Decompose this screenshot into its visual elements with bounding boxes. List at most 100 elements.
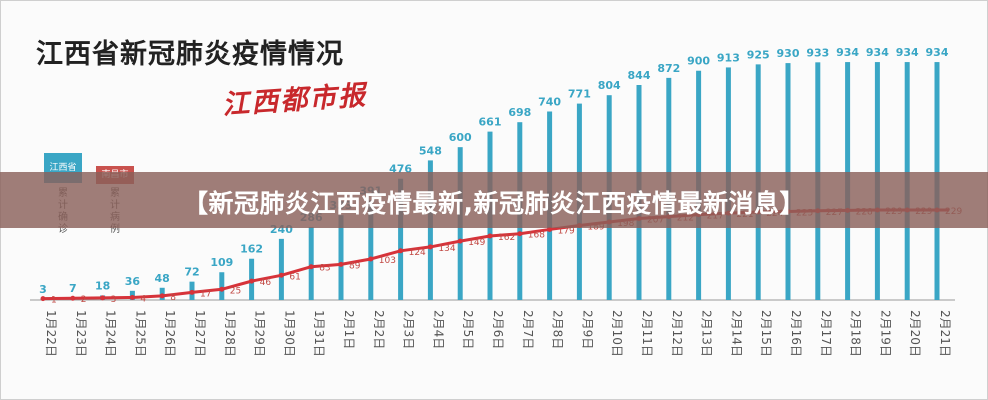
bar-value-label: 934	[866, 46, 889, 59]
x-tick-label: 1月27日	[193, 310, 207, 357]
bar	[338, 215, 344, 300]
line-point	[40, 296, 46, 302]
bar-value-label: 3	[39, 283, 47, 296]
x-tick-label: 2月3日	[402, 310, 416, 349]
chart-title: 江西省新冠肺炎疫情情况	[36, 39, 344, 70]
x-tick-label: 1月25日	[133, 310, 147, 357]
line-value-label: 46	[260, 278, 272, 288]
x-tick-label: 2月7日	[521, 310, 535, 349]
line-value-label: 4	[140, 294, 146, 304]
x-tick-label: 2月2日	[372, 310, 386, 349]
bar	[427, 160, 433, 300]
bar-value-label: 661	[479, 116, 502, 129]
x-tick-label: 2月16日	[789, 310, 803, 357]
x-tick-label: 2月12日	[670, 310, 684, 357]
line-point	[70, 295, 76, 301]
bar-value-label: 600	[449, 131, 472, 144]
x-tick-label: 2月17日	[819, 310, 833, 357]
line-value-label: 17	[200, 289, 211, 299]
bar-value-label: 930	[777, 47, 800, 60]
bar-value-label: 913	[717, 51, 740, 64]
x-tick-label: 2月19日	[878, 310, 892, 357]
line-value-label: 149	[468, 238, 485, 248]
x-tick-label: 2月18日	[849, 310, 863, 357]
x-tick-label: 2月6日	[491, 310, 505, 349]
line-point	[308, 264, 314, 270]
line-value-label: 8	[170, 293, 176, 303]
bar-value-label: 548	[419, 144, 442, 157]
bar-value-label: 934	[926, 46, 949, 59]
x-tick-label: 1月26日	[163, 310, 177, 357]
headline-banner-text: 【新冠肺炎江西疫情最新,新冠肺炎江西疫情最新消息】	[183, 189, 805, 218]
line-point	[517, 231, 523, 237]
line-value-label: 103	[379, 256, 396, 266]
line-point	[398, 248, 404, 254]
line-value-label: 25	[230, 286, 241, 296]
bar-value-label: 7	[69, 282, 77, 295]
x-tick-label: 1月23日	[74, 310, 88, 357]
bar-value-label: 72	[184, 266, 199, 279]
x-tick-label: 2月20日	[908, 310, 922, 357]
line-point	[189, 289, 195, 295]
line-value-label: 162	[498, 233, 515, 243]
line-value-label: 89	[349, 261, 361, 271]
line-point	[129, 294, 135, 300]
bar-value-label: 934	[836, 46, 859, 59]
x-tick-label: 2月10日	[610, 310, 624, 357]
line-value-label: 3	[111, 295, 117, 305]
line-point	[219, 286, 225, 292]
x-tick-label: 2月13日	[700, 310, 714, 357]
bar-value-label: 844	[628, 69, 651, 82]
bar	[219, 272, 225, 300]
line-value-label: 168	[528, 231, 545, 241]
line-point	[547, 226, 553, 232]
bar-value-label: 872	[657, 62, 680, 75]
x-tick-label: 2月4日	[431, 310, 445, 349]
line-point	[159, 293, 165, 299]
bar-value-label: 900	[687, 55, 710, 68]
bar	[278, 238, 284, 300]
x-tick-label: 1月22日	[44, 310, 58, 357]
bar-value-label: 804	[598, 79, 621, 92]
bar-value-label: 740	[538, 95, 561, 108]
x-tick-label: 2月1日	[342, 310, 356, 349]
bar-value-label: 933	[806, 46, 829, 59]
line-point	[487, 233, 493, 239]
x-tick-label: 1月31日	[312, 310, 326, 357]
line-point	[338, 261, 344, 267]
bar	[308, 227, 314, 300]
x-tick-label: 2月9日	[580, 310, 594, 349]
bar-value-label: 18	[95, 279, 110, 292]
line-point	[368, 256, 374, 262]
bar-value-label: 162	[240, 243, 263, 256]
line-point	[278, 272, 284, 278]
bar-value-label: 36	[125, 275, 141, 288]
line-value-label: 2	[81, 295, 87, 305]
line-value-label: 124	[409, 248, 426, 258]
x-tick-label: 2月14日	[729, 310, 743, 357]
line-value-label: 61	[289, 272, 300, 282]
x-tick-label: 2月8日	[551, 310, 565, 349]
bar-value-label: 698	[508, 106, 531, 119]
bar-value-label: 109	[210, 256, 233, 269]
x-tick-label: 1月29日	[253, 310, 267, 357]
line-point	[427, 244, 433, 250]
bar	[398, 178, 404, 300]
x-tick-label: 2月15日	[759, 310, 773, 357]
line-value-label: 179	[558, 226, 575, 236]
bar-value-label: 771	[568, 88, 591, 101]
x-tick-label: 2月11日	[640, 310, 654, 357]
x-tick-label: 1月24日	[104, 310, 118, 357]
bar-value-label: 48	[155, 272, 170, 285]
x-tick-label: 2月21日	[938, 310, 952, 357]
bar-value-label: 925	[747, 48, 770, 61]
bar	[368, 200, 374, 300]
headline-banner: 【新冠肺炎江西疫情最新,新冠肺炎江西疫情最新消息】	[0, 172, 988, 228]
line-value-label: 1	[51, 296, 57, 306]
line-point	[457, 238, 463, 244]
x-tick-label: 2月5日	[461, 310, 475, 349]
x-tick-label: 1月30日	[282, 310, 296, 357]
line-value-label: 134	[438, 244, 455, 254]
x-tick-label: 1月28日	[223, 310, 237, 357]
line-value-label: 83	[319, 264, 330, 274]
